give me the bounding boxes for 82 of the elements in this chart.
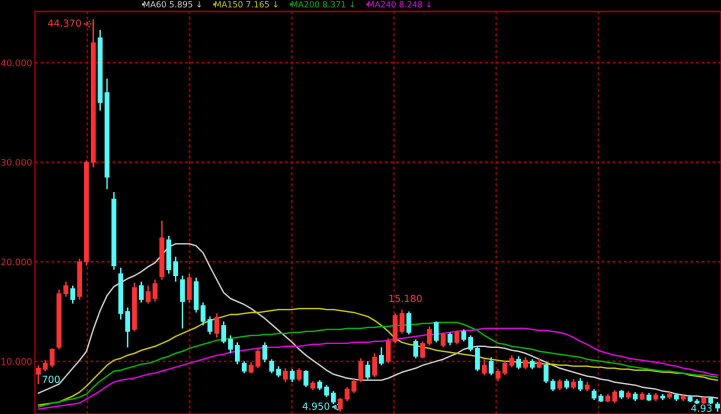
candlestick (420, 340, 425, 359)
candlestick (146, 284, 151, 304)
candlestick (468, 334, 474, 352)
candlestick (338, 397, 343, 412)
candlestick (557, 378, 562, 391)
candlestick (180, 274, 185, 330)
candlestick (234, 342, 240, 365)
candlestick (413, 338, 418, 359)
candlestick (304, 370, 308, 388)
candlestick (125, 306, 130, 348)
legend-label: MA200 8.371 ↓ (292, 1, 354, 8)
candlestick (269, 358, 274, 374)
legend-label: MA60 5.895 ↓ (144, 1, 201, 8)
candlestick (262, 342, 268, 363)
candlestick (352, 378, 356, 394)
candlestick (461, 328, 466, 342)
candlestick (386, 338, 391, 364)
candlestick (42, 360, 48, 372)
legend-label: MA240 8.248 ↓ (368, 1, 431, 8)
candlestick (296, 368, 302, 382)
candlestick (331, 390, 336, 405)
candlestick (454, 330, 460, 346)
legend-label: MA150 7.165 ↓ (215, 1, 278, 8)
candlestick (516, 356, 522, 370)
candlestick (70, 284, 76, 304)
candlestick (282, 368, 288, 383)
candlestick (324, 384, 329, 398)
annotation: 44.370 (48, 19, 81, 27)
candlestick (482, 358, 487, 376)
annotation: 700 (42, 376, 60, 384)
candlestick (372, 352, 377, 378)
candlestick (530, 358, 535, 370)
candlestick (523, 356, 528, 370)
annotation: 4.93 (691, 404, 712, 412)
candlestick (571, 378, 576, 390)
candlestick (496, 368, 500, 382)
candlestick (256, 348, 260, 369)
candlestick (173, 256, 178, 282)
candlestick (448, 332, 452, 346)
candlestick (440, 332, 446, 348)
annotation: 4.950 (302, 402, 330, 410)
candlestick (564, 378, 570, 390)
candlestick (344, 386, 350, 402)
candlestick (138, 280, 144, 304)
candlestick (502, 360, 508, 376)
candlestick (509, 354, 514, 368)
candlestick (214, 312, 220, 338)
candlestick (317, 379, 322, 391)
candlestick (400, 309, 404, 334)
candlestick (36, 364, 41, 385)
annotation: 15.180 (390, 294, 422, 302)
candlestick (434, 320, 439, 344)
candlestick (427, 326, 432, 346)
candlestick (63, 280, 68, 298)
candlestick (276, 366, 281, 378)
y-tick-label: 10.000 (2, 358, 32, 365)
candlestick (208, 316, 212, 336)
candlestick (152, 278, 158, 302)
candlestick (50, 348, 55, 368)
candlestick (544, 362, 548, 384)
candlestick (475, 346, 480, 372)
candlestick (200, 302, 206, 326)
y-tick-label: 30.000 (1, 158, 32, 166)
y-tick-label: 20.000 (1, 258, 32, 266)
candlestick (578, 377, 583, 392)
candlestick (228, 334, 233, 354)
candlestick (186, 273, 192, 304)
candlestick (221, 320, 226, 344)
candlestick (592, 388, 596, 401)
candlestick (248, 362, 254, 374)
y-tick-label: 40.000 (1, 59, 32, 66)
candlestick (290, 368, 295, 383)
candlestick (379, 346, 384, 366)
candlestick (536, 358, 542, 369)
candlestick (406, 310, 412, 336)
candlestick (242, 360, 247, 374)
candlestick (550, 378, 556, 392)
candlestick (612, 389, 618, 404)
candlestick (358, 358, 364, 383)
candlestick (488, 356, 494, 376)
candlestick (715, 401, 720, 412)
candlestick (365, 360, 370, 380)
